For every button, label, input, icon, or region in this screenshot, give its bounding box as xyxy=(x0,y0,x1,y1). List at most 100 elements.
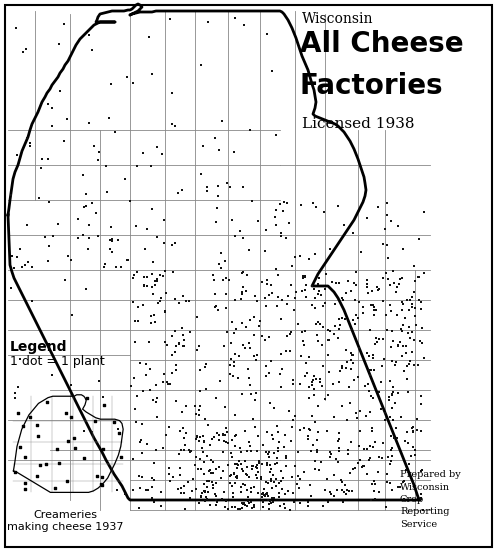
Point xyxy=(219,430,227,439)
Point xyxy=(337,402,345,411)
Point xyxy=(209,270,217,279)
Point xyxy=(403,296,411,305)
Point xyxy=(312,203,320,211)
Point xyxy=(201,415,209,423)
Point xyxy=(140,280,148,289)
Point xyxy=(233,471,241,480)
Point xyxy=(366,442,374,450)
Point xyxy=(331,299,339,308)
Point xyxy=(60,137,68,146)
Point xyxy=(199,448,207,457)
Point xyxy=(228,481,236,490)
Point xyxy=(169,473,177,481)
Point xyxy=(369,393,377,402)
Point xyxy=(144,485,152,494)
Point xyxy=(265,447,273,456)
Point xyxy=(265,290,273,299)
Point xyxy=(335,325,343,333)
Point xyxy=(152,277,160,285)
Point xyxy=(301,272,309,281)
Point xyxy=(388,216,396,225)
Point xyxy=(350,375,358,384)
Point xyxy=(266,460,274,469)
Point xyxy=(328,277,336,286)
Point xyxy=(18,263,26,272)
Point xyxy=(223,178,231,187)
Point xyxy=(269,435,277,444)
Point xyxy=(340,220,348,229)
Point xyxy=(359,309,367,317)
Point xyxy=(243,270,251,279)
Point xyxy=(102,161,110,170)
Point xyxy=(161,307,169,316)
Point xyxy=(136,438,144,447)
Point xyxy=(166,476,174,485)
Point xyxy=(164,340,171,349)
Point xyxy=(265,453,273,461)
Point xyxy=(314,317,322,326)
Point xyxy=(237,482,245,491)
Point xyxy=(184,478,192,487)
Point xyxy=(330,491,338,500)
Point xyxy=(264,478,272,487)
Point xyxy=(235,352,243,360)
Point xyxy=(288,472,296,481)
Point xyxy=(275,489,283,498)
Point xyxy=(402,341,410,350)
Point xyxy=(194,498,202,507)
Point xyxy=(398,326,406,335)
Point xyxy=(171,122,179,131)
Point xyxy=(85,119,93,128)
Point xyxy=(343,485,351,494)
Point xyxy=(338,314,346,323)
Point xyxy=(408,423,415,432)
Point xyxy=(330,380,337,389)
Point xyxy=(393,433,401,442)
Point xyxy=(266,475,274,484)
Point xyxy=(147,162,155,171)
Point xyxy=(196,365,204,374)
Point xyxy=(133,392,141,401)
Point xyxy=(238,390,246,399)
Point xyxy=(238,504,246,513)
Point xyxy=(85,220,93,229)
Point xyxy=(203,477,211,486)
Point xyxy=(113,486,121,495)
Point xyxy=(319,322,327,331)
Point xyxy=(192,452,200,461)
Point xyxy=(251,291,259,300)
Point xyxy=(147,312,155,321)
Point xyxy=(233,473,241,482)
Point xyxy=(90,141,98,150)
Point xyxy=(317,458,325,466)
Point xyxy=(383,268,391,277)
Point xyxy=(253,351,261,359)
Point xyxy=(360,462,368,471)
Point xyxy=(246,126,253,135)
Point xyxy=(228,317,236,326)
Point xyxy=(279,206,287,215)
Point xyxy=(331,321,339,330)
Point xyxy=(213,204,221,213)
Point xyxy=(230,357,238,366)
Point xyxy=(411,277,419,285)
Point xyxy=(312,375,320,384)
Point xyxy=(239,466,247,475)
Point xyxy=(19,422,27,431)
Point xyxy=(255,457,263,465)
Point xyxy=(267,498,275,507)
Point xyxy=(380,274,388,283)
Point xyxy=(247,447,255,455)
Point xyxy=(21,453,29,461)
Point xyxy=(389,267,397,275)
Point xyxy=(98,481,106,490)
Point xyxy=(352,268,360,277)
Point xyxy=(360,444,368,453)
Point xyxy=(343,450,351,459)
Point xyxy=(363,282,371,291)
Point xyxy=(346,399,354,407)
Point xyxy=(388,390,396,399)
Point xyxy=(387,306,395,315)
Point xyxy=(212,394,220,402)
Point xyxy=(243,447,250,455)
